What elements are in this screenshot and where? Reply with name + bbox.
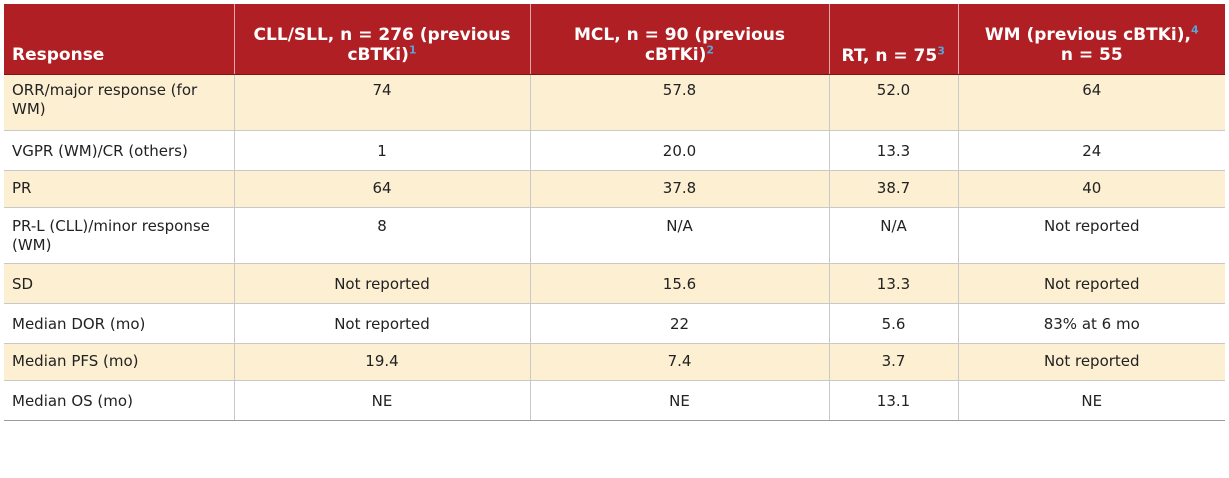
ref-1-superscript: 1 bbox=[409, 43, 417, 56]
cell-cll: 19.4 bbox=[234, 343, 530, 380]
header-wm: WM (previous cBTKi),4 n = 55 bbox=[958, 4, 1225, 74]
row-label: ORR/major response (for WM) bbox=[4, 74, 234, 130]
header-mcl: MCL, n = 90 (previous cBTKi)2 bbox=[530, 4, 829, 74]
cell-cll: 74 bbox=[234, 74, 530, 130]
row-label: PR bbox=[4, 170, 234, 207]
cell-rt: 13.3 bbox=[829, 263, 958, 303]
cell-wm: Not reported bbox=[958, 343, 1225, 380]
cell-wm: 24 bbox=[958, 130, 1225, 170]
cell-wm: 64 bbox=[958, 74, 1225, 130]
cell-wm: Not reported bbox=[958, 263, 1225, 303]
cell-cll: 8 bbox=[234, 207, 530, 263]
header-rt: RT, n = 753 bbox=[829, 4, 958, 74]
cell-mcl: 20.0 bbox=[530, 130, 829, 170]
cell-rt: 38.7 bbox=[829, 170, 958, 207]
response-table: Response CLL/SLL, n = 276 (previous cBTK… bbox=[4, 4, 1225, 421]
row-label: SD bbox=[4, 263, 234, 303]
cell-cll: Not reported bbox=[234, 303, 530, 343]
header-row: Response CLL/SLL, n = 276 (previous cBTK… bbox=[4, 4, 1225, 74]
header-wm-line2: n = 55 bbox=[1061, 45, 1123, 65]
cell-rt: 5.6 bbox=[829, 303, 958, 343]
table-row: Median DOR (mo) Not reported 22 5.6 83% … bbox=[4, 303, 1225, 343]
table-row: VGPR (WM)/CR (others) 1 20.0 13.3 24 bbox=[4, 130, 1225, 170]
cell-mcl: N/A bbox=[530, 207, 829, 263]
table-row: PR-L (CLL)/minor response (WM) 8 N/A N/A… bbox=[4, 207, 1225, 263]
cell-wm: Not reported bbox=[958, 207, 1225, 263]
cell-mcl: 7.4 bbox=[530, 343, 829, 380]
cell-rt: 3.7 bbox=[829, 343, 958, 380]
header-response: Response bbox=[4, 4, 234, 74]
row-label: Median OS (mo) bbox=[4, 380, 234, 420]
cell-wm: 40 bbox=[958, 170, 1225, 207]
cell-cll: 1 bbox=[234, 130, 530, 170]
cell-rt: 13.1 bbox=[829, 380, 958, 420]
cell-rt: 52.0 bbox=[829, 74, 958, 130]
cell-mcl: 37.8 bbox=[530, 170, 829, 207]
cell-mcl: 22 bbox=[530, 303, 829, 343]
row-label: VGPR (WM)/CR (others) bbox=[4, 130, 234, 170]
table-row: Median OS (mo) NE NE 13.1 NE bbox=[4, 380, 1225, 420]
table-row: SD Not reported 15.6 13.3 Not reported bbox=[4, 263, 1225, 303]
cell-rt: N/A bbox=[829, 207, 958, 263]
row-label: PR-L (CLL)/minor response (WM) bbox=[4, 207, 234, 263]
cell-mcl: 57.8 bbox=[530, 74, 829, 130]
cell-cll: NE bbox=[234, 380, 530, 420]
cell-mcl: NE bbox=[530, 380, 829, 420]
header-wm-line1: WM (previous cBTKi), bbox=[985, 25, 1191, 45]
table-row: PR 64 37.8 38.7 40 bbox=[4, 170, 1225, 207]
cell-wm: 83% at 6 mo bbox=[958, 303, 1225, 343]
row-label: Median DOR (mo) bbox=[4, 303, 234, 343]
ref-2-superscript: 2 bbox=[706, 43, 714, 56]
cell-cll: 64 bbox=[234, 170, 530, 207]
response-table-container: Response CLL/SLL, n = 276 (previous cBTK… bbox=[4, 4, 1225, 421]
cell-cll: Not reported bbox=[234, 263, 530, 303]
cell-mcl: 15.6 bbox=[530, 263, 829, 303]
row-label: Median PFS (mo) bbox=[4, 343, 234, 380]
table-row: Median PFS (mo) 19.4 7.4 3.7 Not reporte… bbox=[4, 343, 1225, 380]
ref-3-superscript: 3 bbox=[937, 44, 945, 57]
header-cll-sll: CLL/SLL, n = 276 (previous cBTKi)1 bbox=[234, 4, 530, 74]
cell-rt: 13.3 bbox=[829, 130, 958, 170]
cell-wm: NE bbox=[958, 380, 1225, 420]
ref-4-superscript: 4 bbox=[1191, 23, 1199, 36]
table-row: ORR/major response (for WM) 74 57.8 52.0… bbox=[4, 74, 1225, 130]
